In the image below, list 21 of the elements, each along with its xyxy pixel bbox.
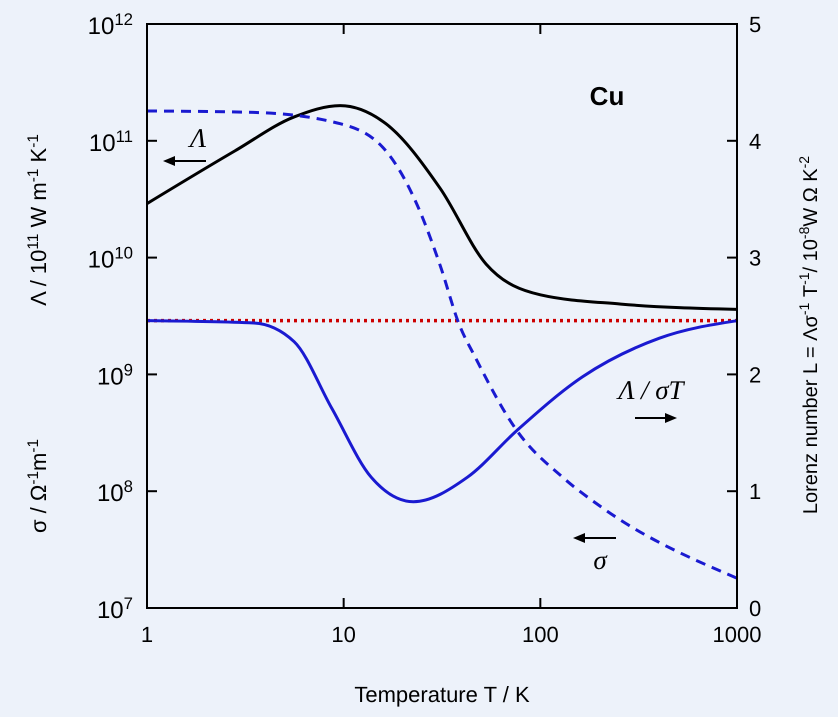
annotation: Λ / σT [615, 375, 686, 405]
y-tick-label: 10$^{7}$ [96, 594, 133, 624]
y-tick-label: 10$^{8}$ [96, 476, 133, 508]
x-tick-label: 100 [522, 622, 559, 647]
x-tick-label: 1 [140, 622, 154, 647]
y2-tick-label: 2 [749, 362, 762, 388]
annotation: Λ [186, 123, 207, 153]
y-tick-label: 10$^{12}$ [88, 10, 133, 40]
y2-tick-label: 1 [749, 479, 762, 504]
annotation: Cu [590, 81, 624, 111]
y-tick-label: 10$^{10}$ [88, 243, 133, 274]
y2-tick-label: 4 [749, 128, 762, 154]
y-tick-label: 10$^{11}$ [88, 126, 133, 157]
x-tick-label: 10 [331, 622, 356, 647]
y2-tick-label: 5 [749, 12, 762, 37]
y-tick-label: 10$^{9}$ [96, 360, 133, 390]
annotation: σ [593, 545, 608, 575]
x-tick-label: 1000 [712, 622, 762, 647]
y2-tick-label: 0 [749, 596, 762, 621]
x-axis-title: Temperature T / K [354, 682, 530, 707]
y2-tick-label: 3 [749, 246, 762, 271]
